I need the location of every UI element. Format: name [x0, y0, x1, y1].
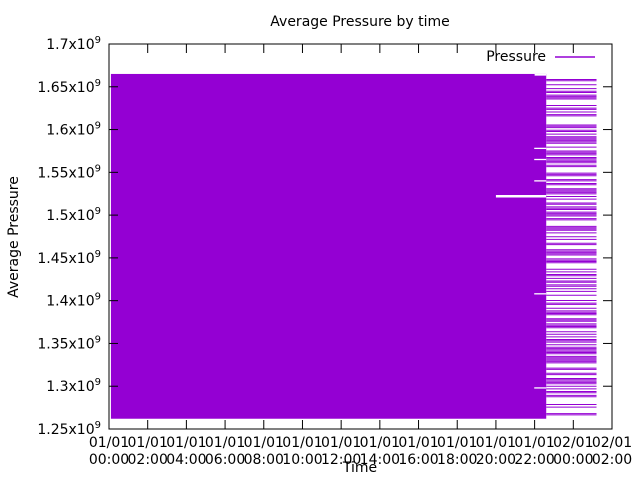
x-tick-label-time: 04:00 [166, 452, 206, 468]
x-tick-label-date: 01/01 [128, 435, 168, 451]
pressure-step-gap [534, 73, 547, 76]
y-tick-label: 1.55x109 [37, 163, 101, 181]
x-tick-label-time: 10:00 [282, 452, 322, 468]
x-tick-label-date: 02/01 [592, 435, 632, 451]
y-axis-label: Average Pressure [6, 176, 22, 298]
x-axis-label: Time [342, 460, 377, 476]
x-tick-label-time: 06:00 [205, 452, 245, 468]
y-tick-label: 1.4x109 [46, 292, 101, 310]
legend: Pressure [486, 49, 595, 65]
plot-area [110, 73, 597, 419]
x-tick-label-date: 01/01 [89, 435, 129, 451]
x-tick-label-date: 02/01 [553, 435, 593, 451]
y-tick-label: 1.35x109 [37, 334, 101, 352]
x-tick-label-date: 01/01 [205, 435, 245, 451]
x-tick-label-time: 00:00 [553, 452, 593, 468]
y-tick-label: 1.7x109 [46, 35, 101, 53]
chart-title: Average Pressure by time [270, 14, 449, 30]
x-tick-label-date: 01/01 [244, 435, 284, 451]
x-tick-label-date: 01/01 [398, 435, 438, 451]
y-tick-label: 1.3x109 [46, 377, 101, 395]
x-tick-label-date: 01/01 [514, 435, 554, 451]
x-tick-label-time: 18:00 [437, 452, 477, 468]
x-tick-label-time: 02:00 [592, 452, 632, 468]
y-tick-label: 1.6x109 [46, 121, 101, 139]
legend-label-pressure: Pressure [486, 49, 546, 65]
x-tick-label-date: 01/01 [166, 435, 206, 451]
x-tick-label-time: 16:00 [398, 452, 438, 468]
x-tick-label-date: 01/01 [476, 435, 516, 451]
axes: 1.25x109 1.3x109 1.35x109 1.4x109 1.45x109 1.… [37, 35, 632, 468]
x-tick-label-time: 20:00 [476, 452, 516, 468]
x-tick-label-time: 12:00 [321, 452, 361, 468]
x-tick-label-date: 01/01 [282, 435, 322, 451]
x-tick-label-time: 14:00 [360, 452, 400, 468]
y-tick-label: 1.65x109 [37, 78, 101, 96]
x-tick-label-time: 08:00 [244, 452, 284, 468]
x-tick-label-time: 00:00 [89, 452, 129, 468]
x-tick-label-time: 22:00 [514, 452, 554, 468]
plot-frame [108, 43, 613, 430]
x-tick-label-date: 01/01 [321, 435, 361, 451]
y-tick-label: 1.25x109 [37, 420, 101, 438]
x-tick-label-date: 01/01 [360, 435, 400, 451]
y-tick-label: 1.45x109 [37, 249, 101, 267]
x-tick-label-date: 01/01 [437, 435, 477, 451]
pressure-dense-region [110, 73, 547, 419]
y-tick-label: 1.5x109 [46, 206, 101, 224]
x-tick-label-time: 02:00 [128, 452, 168, 468]
pressure-sparse-region [534, 79, 597, 416]
